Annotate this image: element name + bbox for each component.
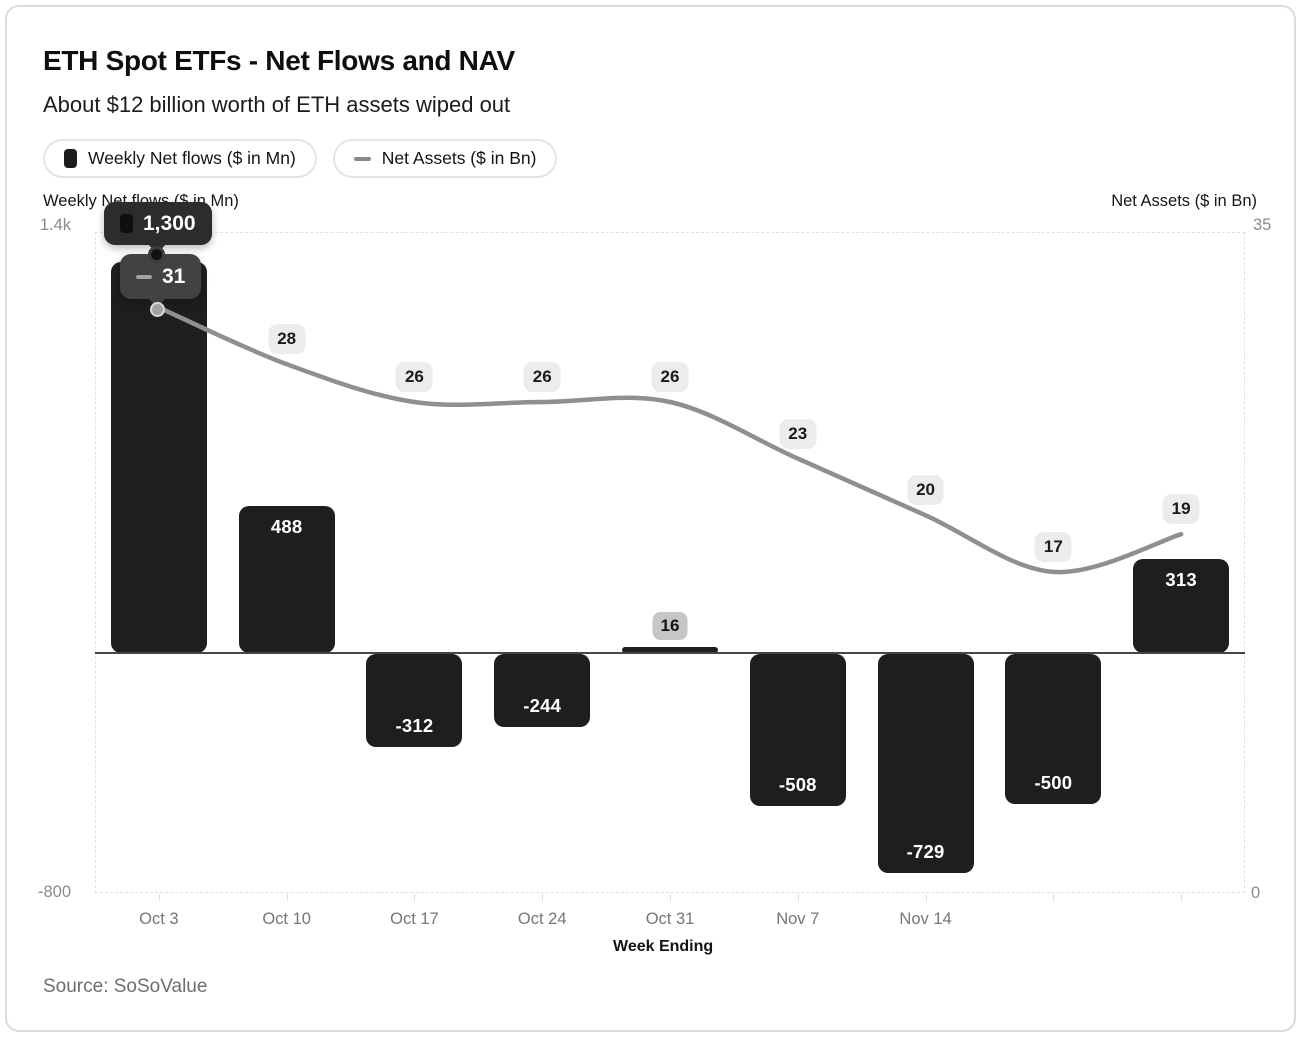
nav-point-dot[interactable] [150, 302, 165, 317]
x-tick-mark [797, 894, 799, 901]
bar[interactable]: -500 [1005, 653, 1102, 804]
bar-value-label: -508 [778, 774, 817, 796]
left-axis-tick-min: -800 [37, 883, 71, 901]
bar-value-badge: 16 [652, 611, 688, 640]
x-tick-label: Nov 7 [776, 910, 820, 928]
line-point-badge: 20 [907, 475, 945, 506]
x-tick-mark [286, 894, 288, 901]
x-axis-title: Week Ending [613, 938, 714, 955]
bar-value-label: -729 [906, 840, 945, 862]
right-axis-tick-min: 0 [1251, 884, 1261, 902]
source-note: Source: SoSoValue [43, 976, 208, 997]
x-tick-mark [158, 894, 160, 901]
right-axis-title: Net Assets ($ in Bn) [1111, 192, 1257, 210]
line-point-badge: 26 [523, 361, 561, 392]
flow-point-dot[interactable] [148, 246, 165, 263]
bar-value-label: -312 [395, 715, 434, 737]
x-tick-label: Oct 17 [390, 910, 439, 928]
x-tick-mark [542, 894, 544, 901]
x-tick-mark [1181, 894, 1183, 901]
x-tick-mark [1053, 894, 1055, 901]
line-dash-icon [353, 156, 371, 161]
flow-tooltip: 1,300 [104, 202, 212, 254]
bar[interactable]: 488 [238, 506, 335, 653]
legend-netflows-label: Weekly Net flows ($ in Mn) [88, 148, 296, 168]
x-tick-mark [925, 894, 927, 901]
x-tick-label: Oct 31 [645, 910, 695, 928]
bar[interactable]: -729 [877, 653, 974, 873]
bar[interactable]: -312 [366, 653, 463, 748]
x-tick-label: Oct 3 [139, 910, 179, 928]
x-tick-label: Oct 10 [262, 910, 311, 928]
legend-item-netflows[interactable]: Weekly Net flows ($ in Mn) [43, 139, 317, 178]
line-point-badge: 17 [1034, 531, 1072, 562]
bar-swatch-icon [64, 149, 77, 168]
x-tick-mark [670, 894, 671, 901]
bar[interactable]: -508 [749, 653, 846, 807]
line-point-badge: 19 [1162, 494, 1200, 525]
chart-subtitle: About $12 billion worth of ETH assets wi… [43, 92, 511, 117]
bar-value-label: 313 [1165, 568, 1197, 590]
x-tick-label: Nov 14 [899, 910, 952, 928]
line-point-badge: 26 [395, 361, 433, 392]
flow-tooltip-bar-icon [120, 214, 133, 233]
legend-netassets-label: Net Assets ($ in Bn) [381, 148, 537, 168]
legend-item-netassets[interactable]: Net Assets ($ in Bn) [332, 139, 558, 178]
nav-tooltip-dash-icon [136, 274, 152, 279]
bar-value-label: -244 [523, 694, 562, 716]
nav-tooltip-value: 31 [162, 264, 186, 288]
x-tick-mark [414, 894, 416, 901]
chart-title: ETH Spot ETFs - Net Flows and NAV [43, 45, 515, 76]
line-point-badge: 28 [268, 324, 306, 355]
bar[interactable]: 313 [1133, 558, 1230, 653]
right-axis-tick-max: 35 [1253, 216, 1272, 234]
zero-baseline [95, 651, 1245, 654]
bar[interactable]: -244 [494, 653, 591, 727]
bar[interactable]: 1,300 [110, 262, 207, 653]
line-point-badge: 26 [651, 361, 689, 392]
line-point-badge: 23 [779, 418, 817, 449]
legend: Weekly Net flows ($ in Mn) Net Assets ($… [43, 139, 558, 178]
flow-tooltip-value: 1,300 [143, 211, 196, 235]
bar-value-label: -500 [1034, 771, 1073, 793]
x-tick-label: Oct 24 [517, 910, 567, 928]
left-axis-tick-max: 1.4k [39, 216, 71, 234]
bar-value-label: 488 [270, 516, 303, 537]
bar[interactable] [622, 646, 718, 653]
plot-area [95, 232, 1245, 893]
chart-card: ETH Spot ETFs - Net Flows and NAV About … [5, 5, 1296, 1032]
